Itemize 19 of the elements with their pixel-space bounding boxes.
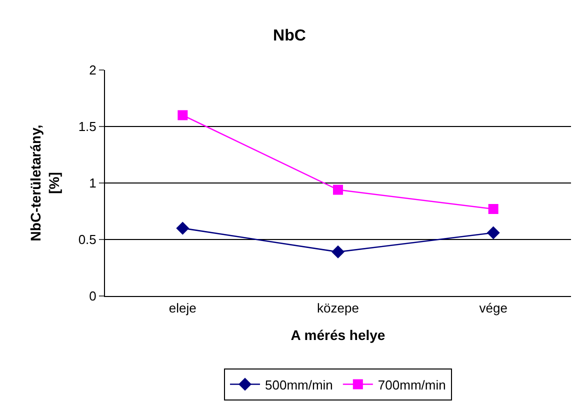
point xyxy=(488,204,498,214)
point xyxy=(486,226,500,240)
y-tick-label: 1.5 xyxy=(78,119,96,134)
x-tick-label: közepe xyxy=(317,300,359,316)
y-tick-label: 0.5 xyxy=(78,232,96,248)
chart-title: NbC xyxy=(273,27,306,44)
x-axis-title: A mérés helye xyxy=(290,326,386,343)
x-tick-label: eleje xyxy=(168,300,196,316)
point xyxy=(178,110,188,120)
point xyxy=(332,245,344,258)
legend-label: 700mm/min xyxy=(378,377,446,392)
y-axis-title: NbC-területarány, [%] xyxy=(28,124,62,242)
point xyxy=(333,184,343,195)
x-tick-label: vége xyxy=(479,300,508,316)
point xyxy=(176,222,190,235)
y-tick-label: 1 xyxy=(89,176,96,191)
y-tick-label: 2 xyxy=(89,62,96,78)
y-tick-label: 0 xyxy=(89,288,96,304)
legend-label: 500mm/min xyxy=(265,377,333,392)
